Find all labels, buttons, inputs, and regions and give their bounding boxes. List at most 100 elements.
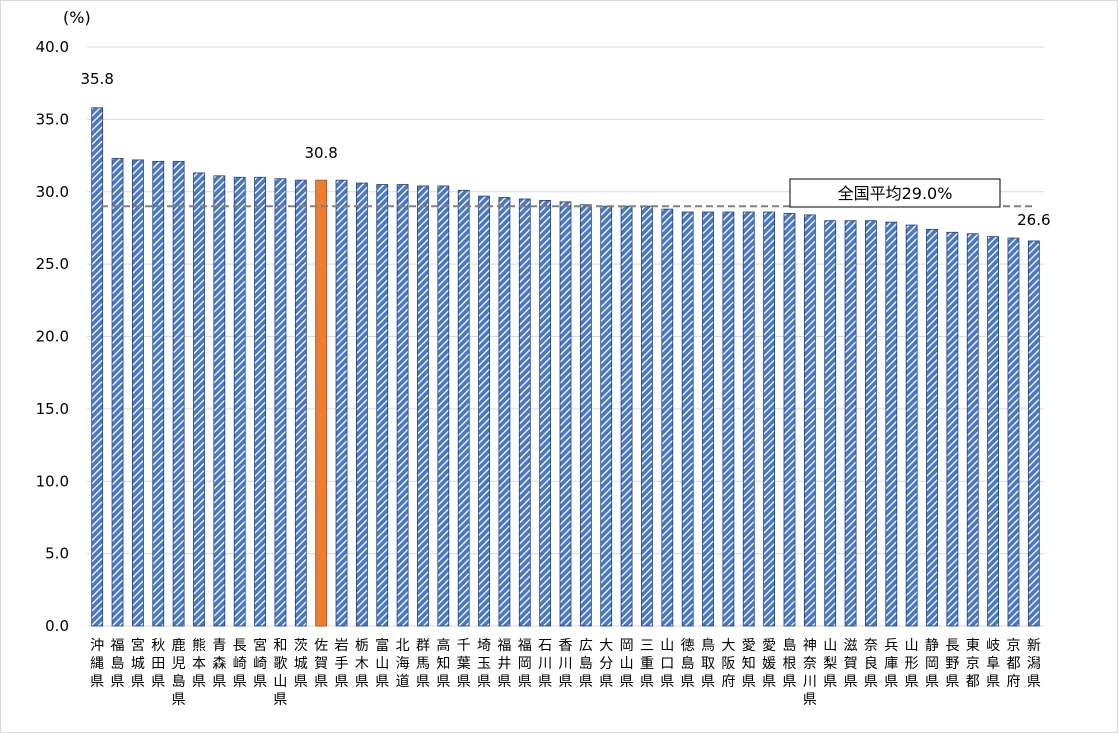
category-label: 北海道: [396, 638, 410, 690]
category-label: 福島県: [111, 638, 125, 690]
category-label: 福井県: [497, 638, 511, 690]
bar: [600, 205, 613, 627]
category-label: 宮崎県: [253, 638, 267, 690]
bar: [885, 221, 898, 627]
bar: [111, 158, 124, 627]
bar: [641, 205, 653, 627]
category-labels: 沖縄県福島県宮城県秋田県鹿児島県熊本県青森県長崎県宮崎県和歌山県茨城県佐賀県岩手…: [90, 637, 1041, 708]
bar: [498, 197, 511, 627]
category-label: 和歌山県: [273, 638, 287, 708]
bar: [315, 179, 328, 627]
y-tick-label: 25.0: [36, 255, 69, 273]
bar: [152, 160, 165, 627]
category-label: 兵庫県: [884, 638, 898, 690]
category-label: 山口県: [660, 638, 674, 690]
category-label: 奈良県: [864, 638, 878, 690]
bar: [539, 200, 552, 627]
bar: [193, 172, 205, 627]
bar: [274, 178, 287, 627]
y-unit-label: (%): [63, 8, 91, 27]
category-label: 秋田県: [151, 638, 165, 690]
bar: [905, 224, 918, 627]
category-label: 熊本県: [192, 638, 206, 690]
bar: [865, 220, 877, 627]
category-label: 広島県: [579, 638, 593, 690]
category-label: 山梨県: [823, 638, 837, 690]
bar: [966, 233, 979, 627]
average-label-box: [789, 178, 1001, 208]
bar: [233, 176, 246, 627]
category-label: 滋賀県: [844, 638, 858, 690]
bar: [844, 220, 857, 627]
category-label: 大阪府: [721, 638, 735, 690]
y-tick-label: 5.0: [45, 545, 69, 563]
category-label: 群馬県: [416, 638, 430, 690]
category-label: 神奈川県: [803, 638, 817, 708]
category-label: 高知県: [436, 637, 450, 690]
category-label: 富山県: [375, 637, 389, 690]
bar: [376, 184, 389, 627]
bar: [213, 175, 226, 627]
bar: [1007, 237, 1020, 627]
bar: [742, 211, 755, 627]
bar: [946, 231, 959, 627]
category-label: 静岡県: [925, 638, 939, 690]
bar: [763, 211, 776, 627]
category-label: 宮城県: [131, 638, 145, 690]
bar: [661, 208, 674, 627]
data-labels: 35.8 30.8 26.6: [80, 70, 1050, 229]
bar: [702, 211, 714, 627]
category-label: 福岡県: [518, 638, 532, 690]
category-label: 青森県: [212, 638, 226, 690]
bar: [681, 211, 694, 627]
category-label: 長野県: [945, 638, 959, 690]
bar: [335, 179, 348, 627]
category-label: 香川県: [559, 638, 573, 690]
y-tick-label: 30.0: [36, 183, 69, 201]
category-label: 大分県: [599, 638, 613, 690]
bar: [437, 185, 450, 627]
y-tick-label: 10.0: [36, 472, 69, 490]
bar: [478, 195, 490, 627]
bar: [132, 159, 144, 627]
bar: [559, 201, 572, 627]
category-label: 京都府: [1006, 638, 1020, 690]
category-label: 徳島県: [681, 638, 695, 690]
category-label: 石川県: [538, 638, 552, 690]
category-label: 岩手県: [335, 638, 349, 690]
bar: [172, 160, 185, 627]
bar: [91, 107, 104, 627]
data-label: 30.8: [304, 144, 337, 162]
bar: [518, 198, 531, 627]
average-line-group: 全国平均29.0%: [101, 178, 1036, 208]
data-label: 26.6: [1017, 211, 1050, 229]
bar: [355, 182, 368, 627]
category-label: 島根県: [782, 638, 796, 690]
y-axis-ticks: 0.0 5.0 10.0 15.0 20.0 25.0 30.0 35.0 40.0: [36, 38, 69, 635]
category-label: 鹿児島県: [172, 637, 186, 708]
category-label: 埼玉県: [477, 638, 491, 690]
bar: [926, 228, 938, 627]
category-label: 沖縄県: [90, 638, 104, 690]
bar: [987, 236, 999, 627]
category-label: 鳥取県: [701, 638, 715, 690]
bar: [457, 189, 470, 627]
y-tick-label: 35.0: [36, 110, 69, 128]
bar: [824, 220, 837, 627]
data-label: 35.8: [80, 70, 113, 88]
category-label: 栃木県: [355, 638, 369, 690]
category-label: 長崎県: [233, 638, 247, 690]
category-label: 佐賀県: [314, 638, 328, 690]
y-tick-label: 40.0: [36, 38, 69, 56]
bar: [254, 176, 266, 627]
category-label: 岡山県: [620, 638, 634, 690]
bar: [579, 204, 592, 627]
y-tick-label: 20.0: [36, 328, 69, 346]
category-label: 愛媛県: [762, 638, 776, 690]
category-label: 三重県: [640, 638, 654, 690]
y-tick-label: 0.0: [45, 617, 69, 635]
category-label: 東京都: [966, 638, 980, 690]
bar: [1027, 240, 1040, 627]
category-label: 山形県: [905, 638, 919, 690]
